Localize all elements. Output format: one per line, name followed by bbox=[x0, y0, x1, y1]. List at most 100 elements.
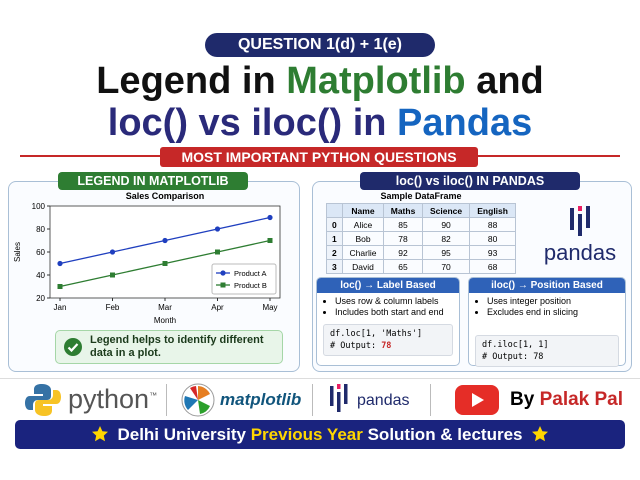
table-cell: 95 bbox=[421, 245, 471, 260]
note-box: Legend helps to identify different data … bbox=[55, 330, 283, 364]
x-tick-label: Mar bbox=[158, 303, 172, 312]
table-title: Sample DataFrame bbox=[380, 191, 462, 201]
title-highlight: Pandas bbox=[397, 102, 533, 144]
table-cell: 65 bbox=[383, 259, 423, 274]
banner-highlight: Previous Year bbox=[250, 425, 363, 444]
table-cell: 90 bbox=[421, 217, 471, 232]
output-value: 78 bbox=[381, 341, 392, 351]
corner-cell bbox=[326, 203, 343, 218]
matplotlib-icon bbox=[181, 383, 215, 417]
data-point bbox=[267, 214, 273, 221]
table-row: 0 Alice 85 90 88 bbox=[326, 217, 516, 232]
logo-text: python bbox=[68, 384, 150, 414]
table-row: 1 Bob 78 82 80 bbox=[326, 231, 516, 246]
separator bbox=[430, 384, 431, 416]
separator bbox=[312, 384, 313, 416]
x-tick-label: Jan bbox=[54, 303, 67, 312]
y-tick-label: 100 bbox=[32, 202, 46, 211]
index-cell: 2 bbox=[326, 245, 343, 260]
index-cell: 3 bbox=[326, 259, 343, 274]
legend-box bbox=[211, 263, 277, 295]
y-tick-label: 80 bbox=[36, 225, 45, 234]
panel-heading: loc() vs iloc() IN PANDAS bbox=[360, 172, 580, 190]
bullet: Uses integer position bbox=[487, 296, 625, 307]
output-label: # Output: bbox=[482, 352, 529, 362]
youtube-icon bbox=[455, 385, 499, 415]
subtitle-banner: MOST IMPORTANT PYTHON QUESTIONS bbox=[160, 147, 478, 167]
data-point bbox=[267, 238, 273, 243]
check-icon bbox=[64, 338, 82, 356]
code-block: df.loc[1, 'Maths'] # Output: 78 bbox=[323, 324, 453, 356]
title-text: Legend in bbox=[96, 60, 276, 102]
title-line-2: loc() vs iloc() in Pandas bbox=[0, 102, 640, 144]
data-point bbox=[162, 261, 168, 266]
column-header: Name bbox=[341, 203, 385, 218]
output-label: # Output: bbox=[330, 341, 377, 351]
title-text: loc() vs iloc() in bbox=[107, 102, 387, 144]
data-point bbox=[109, 249, 116, 255]
legend-label: Product B bbox=[234, 281, 267, 290]
title-line-1: Legend in Matplotlib and bbox=[0, 60, 640, 102]
pandas-logo-text: pandas bbox=[357, 392, 410, 409]
data-point bbox=[57, 260, 63, 267]
data-point bbox=[162, 237, 168, 244]
chart-title: Sales Comparison bbox=[126, 191, 205, 201]
x-axis-label: Month bbox=[154, 316, 176, 325]
legend-marker bbox=[220, 282, 226, 288]
bullet-list: Uses integer positionExcludes end in sli… bbox=[469, 296, 625, 318]
banner-text: Delhi University bbox=[117, 425, 246, 444]
line-chart: Sales Comparison 20 40 60 80 100 Jan Feb Mar Apr M… bbox=[13, 191, 281, 325]
loc-box: loc() → Label Based Uses row & column la… bbox=[316, 277, 460, 366]
table-cell: Bob bbox=[341, 231, 385, 246]
pandas-logo-text: pandas bbox=[543, 240, 617, 265]
column-header: Maths bbox=[383, 203, 423, 218]
bullet: Uses row & column labels bbox=[335, 296, 459, 307]
table-cell: 82 bbox=[421, 231, 471, 246]
author-name: Palak Pal bbox=[539, 389, 624, 410]
separator bbox=[166, 384, 167, 416]
code-block: df.iloc[1, 1] # Output: 78 bbox=[475, 335, 619, 367]
table-cell: Alice bbox=[341, 217, 385, 232]
index-cell: 0 bbox=[326, 217, 343, 232]
x-tick-label: Feb bbox=[106, 303, 120, 312]
column-header: English bbox=[469, 203, 516, 218]
data-point bbox=[57, 284, 63, 289]
y-tick-label: 40 bbox=[36, 271, 45, 280]
matplotlib-logo-text: matplotlib bbox=[220, 390, 302, 409]
bottom-banner: Delhi University Previous Year Solution … bbox=[15, 420, 625, 449]
table-cell: 85 bbox=[383, 217, 423, 232]
note-text: Legend helps to identify different data … bbox=[90, 334, 264, 359]
author-prefix: By bbox=[510, 389, 535, 410]
code-output: # Output: 78 bbox=[482, 351, 612, 363]
author: By Palak Pal bbox=[510, 389, 623, 411]
legend-marker bbox=[220, 270, 226, 276]
table-cell: David bbox=[341, 259, 385, 274]
table-cell: 78 bbox=[383, 231, 423, 246]
table-cell: Charlie bbox=[341, 245, 385, 260]
python-logo-text: python™ bbox=[68, 384, 157, 415]
index-cell: 1 bbox=[326, 231, 343, 246]
table-cell: 70 bbox=[421, 259, 471, 274]
table-cell: 88 bbox=[469, 217, 516, 232]
box-heading: iloc() → Position Based bbox=[469, 278, 625, 293]
python-icon bbox=[25, 384, 61, 416]
iloc-box: iloc() → Position Based Uses integer pos… bbox=[468, 277, 626, 367]
bullet: Includes both start and end bbox=[335, 307, 459, 318]
data-point bbox=[214, 226, 221, 232]
question-badge: QUESTION 1(d) + 1(e) bbox=[205, 33, 435, 57]
dataframe-table: Name Maths Science English 0 Alice 85 90 88 1 Bob 7… bbox=[326, 203, 516, 274]
star-icon bbox=[531, 426, 548, 442]
table-row: 3 David 65 70 68 bbox=[326, 259, 516, 274]
table-cell: 92 bbox=[383, 245, 423, 260]
header-row: Name Maths Science English bbox=[326, 203, 516, 218]
bullet-list: Uses row & column labelsIncludes both st… bbox=[317, 296, 459, 318]
y-axis-label: Sales bbox=[13, 242, 22, 262]
divider bbox=[0, 378, 640, 379]
bullet: Excludes end in slicing bbox=[487, 307, 625, 318]
table-cell: 68 bbox=[469, 259, 516, 274]
title-highlight: Matplotlib bbox=[286, 60, 466, 102]
box-heading: loc() → Label Based bbox=[317, 278, 459, 293]
y-tick-label: 60 bbox=[36, 248, 45, 257]
pandas-icon bbox=[330, 384, 348, 412]
